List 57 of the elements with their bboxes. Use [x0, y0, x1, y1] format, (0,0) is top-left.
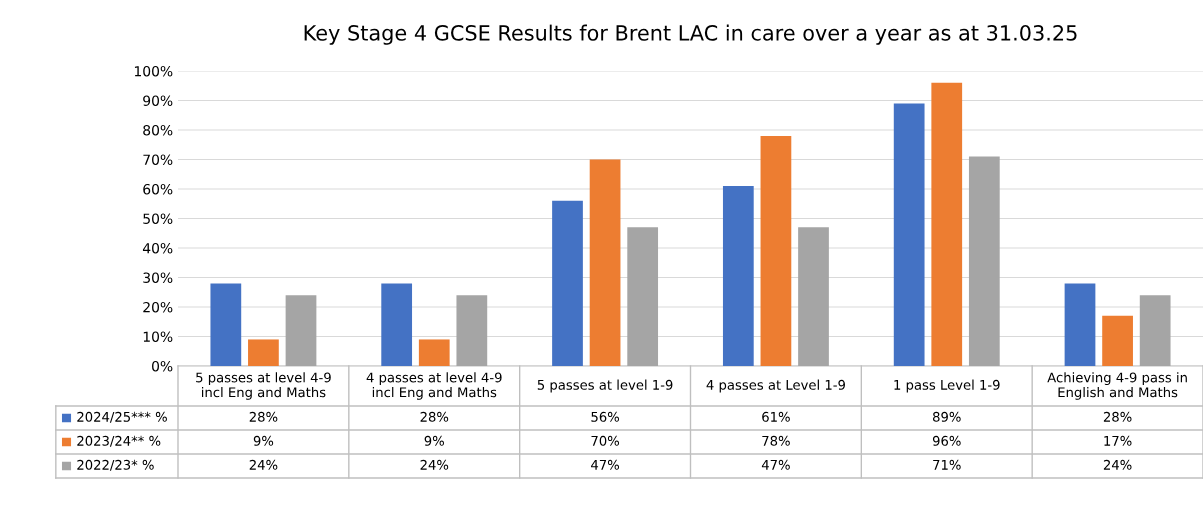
x-tick-label: 5 passes at level 1-9 — [537, 379, 673, 393]
bar — [456, 295, 488, 366]
y-tick-label: 20% — [143, 301, 173, 313]
bar — [381, 283, 413, 366]
bar — [968, 156, 1000, 366]
bar — [1139, 295, 1171, 366]
data-label: 24% — [249, 459, 278, 470]
x-tick-label: 1 pass Level 1-9 — [894, 379, 1000, 393]
bar — [285, 295, 317, 366]
data-label: 28% — [1103, 411, 1132, 422]
legend-label: 2023/24** % — [77, 435, 161, 447]
data-label: 89% — [932, 411, 961, 422]
bar — [722, 186, 754, 366]
x-tick-label: Achieving 4-9 pass in English and Maths — [1047, 372, 1187, 400]
data-label: 47% — [761, 459, 790, 470]
data-label: 9% — [253, 435, 274, 446]
data-label: 17% — [1104, 435, 1132, 446]
data-label: 71% — [933, 459, 961, 470]
y-tick-label: 10% — [143, 331, 173, 342]
x-tick-label: 4 passes at level 4-9 incl Eng and Maths — [366, 372, 502, 400]
data-label: 70% — [591, 435, 620, 446]
y-tick-label: 40% — [142, 242, 173, 254]
y-tick-label: 0% — [152, 360, 173, 372]
bar — [760, 135, 792, 366]
chart-title: Key Stage 4 GCSE Results for Brent LAC in care over a year as at 31.03.25 — [304, 24, 1077, 45]
data-label: 47% — [591, 459, 620, 470]
data-label: 9% — [424, 435, 444, 446]
bar — [627, 227, 659, 366]
bar — [248, 339, 279, 366]
bar — [1064, 283, 1096, 366]
data-label: 96% — [932, 435, 961, 446]
y-tick-label: 100% — [134, 65, 173, 77]
data-label: 78% — [762, 435, 790, 446]
data-label: 61% — [762, 411, 790, 422]
data-label: 28% — [420, 411, 449, 422]
data-label: 56% — [591, 411, 620, 422]
bar — [589, 159, 621, 366]
y-tick-label: 80% — [143, 124, 173, 136]
bar — [798, 227, 829, 366]
bar — [1102, 315, 1133, 366]
bar — [418, 339, 450, 366]
legend-label: 2024/25*** % — [77, 411, 167, 423]
legend-label: 2022/23* % — [77, 459, 154, 471]
y-tick-label: 50% — [143, 213, 173, 224]
bar — [210, 283, 242, 366]
bar — [893, 103, 925, 366]
y-tick-label: 70% — [143, 154, 173, 165]
bar — [931, 82, 963, 366]
y-tick-label: 30% — [143, 272, 173, 283]
y-tick-label: 90% — [143, 95, 173, 106]
data-label: 28% — [249, 411, 278, 422]
x-tick-label: 4 passes at Level 1-9 — [706, 379, 845, 393]
y-tick-label: 60% — [143, 183, 173, 195]
x-tick-label: 5 passes at level 4-9 incl Eng and Maths — [196, 372, 331, 400]
bar — [552, 200, 583, 366]
data-label: 24% — [420, 459, 449, 470]
data-label: 24% — [1103, 459, 1132, 470]
